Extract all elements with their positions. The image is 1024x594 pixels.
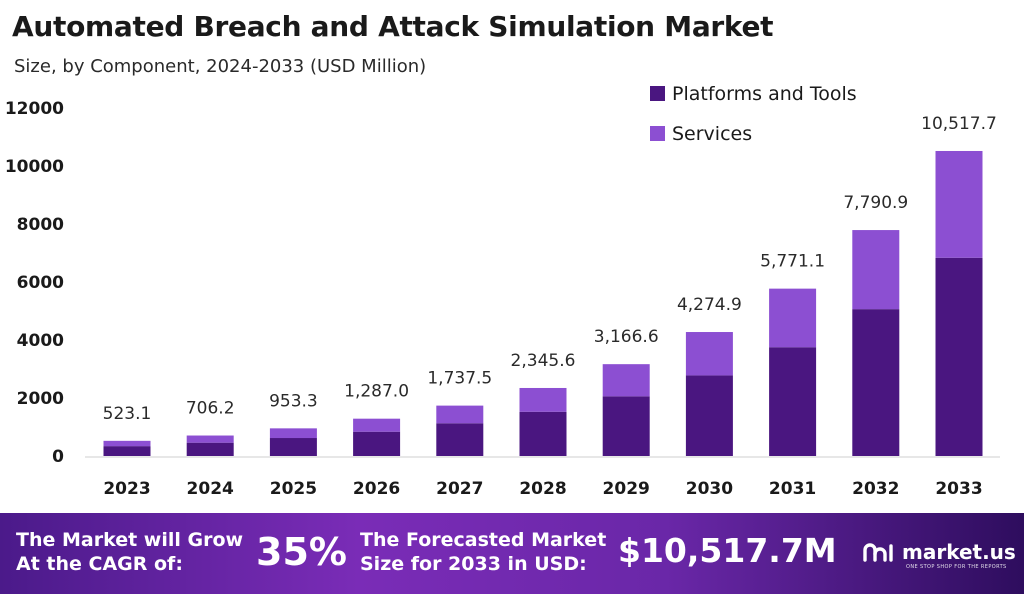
- bar-segment-platforms: [436, 423, 484, 456]
- bar-segment-platforms: [269, 438, 317, 456]
- chart-subtitle: Size, by Component, 2024-2033 (USD Milli…: [14, 56, 427, 77]
- bar-total-label: 2,345.6: [511, 351, 576, 371]
- y-tick-label: 6000: [17, 273, 64, 293]
- legend-swatch-platforms: [650, 86, 665, 101]
- x-tick-label: 2030: [686, 479, 733, 499]
- bar-total-label: 7,790.9: [843, 193, 908, 213]
- x-tick-label: 2031: [769, 479, 816, 499]
- bar-total-label: 10,517.7: [921, 114, 997, 134]
- bar-segment-services: [519, 387, 567, 412]
- brand-tagline: ONE STOP SHOP FOR THE REPORTS: [906, 564, 1007, 570]
- bar-total-label: 1,287.0: [344, 382, 409, 402]
- bar-total-label: 706.2: [186, 399, 235, 419]
- y-tick-label: 4000: [17, 331, 64, 351]
- x-tick-label: 2026: [353, 479, 400, 499]
- y-tick-label: 8000: [17, 215, 64, 235]
- forecast-label-line2: Size for 2033 in USD:: [360, 553, 587, 575]
- bar-segment-platforms: [103, 446, 151, 456]
- x-tick-label: 2025: [270, 479, 317, 499]
- legend-swatch-services: [650, 126, 665, 141]
- cagr-value: 35%: [256, 530, 347, 574]
- bar-segment-platforms: [852, 309, 900, 456]
- x-tick-label: 2024: [187, 479, 234, 499]
- bar-total-label: 5,771.1: [760, 252, 825, 272]
- legend-label: Platforms and Tools: [672, 83, 857, 105]
- bar-segment-services: [769, 288, 817, 348]
- market-us-logo-icon: [863, 543, 893, 562]
- bar-segment-services: [103, 440, 151, 447]
- bar-segment-platforms: [353, 431, 401, 456]
- bar-segment-services: [436, 405, 484, 424]
- chart-title: Automated Breach and Attack Simulation M…: [12, 10, 774, 43]
- forecast-label-line1: The Forecasted Market: [360, 529, 607, 551]
- bar-segment-platforms: [519, 411, 567, 456]
- y-tick-label: 0: [52, 447, 64, 467]
- bar-segment-services: [602, 364, 650, 397]
- y-tick-label: 10000: [5, 157, 64, 177]
- brand-name: market.us: [902, 540, 1016, 564]
- bar-total-label: 3,166.6: [594, 327, 659, 347]
- bar-total-label: 523.1: [103, 404, 152, 424]
- bar-segment-platforms: [685, 375, 733, 456]
- bar-segment-services: [852, 230, 900, 310]
- cagr-label-line1: The Market will Grow: [16, 529, 244, 551]
- bar-total-label: 953.3: [269, 391, 318, 411]
- bar-total-label: 1,737.5: [427, 369, 492, 389]
- x-tick-label: 2028: [519, 479, 566, 499]
- x-tick-label: 2032: [852, 479, 899, 499]
- bar-segment-services: [186, 435, 234, 443]
- stacked-bar-chart: 0 2000 4000 6000 8000 10000 12000 523.1 2023 706.…: [5, 83, 1000, 499]
- x-tick-label: 2029: [603, 479, 650, 499]
- bar-segment-services: [269, 428, 317, 439]
- bar-segment-platforms: [935, 257, 983, 456]
- bar-total-label: 4,274.9: [677, 295, 742, 315]
- bar-segment-platforms: [769, 347, 817, 456]
- cagr-label: The Market will Grow At the CAGR of:: [16, 528, 243, 576]
- bar-segment-services: [685, 332, 733, 376]
- bar-segment-services: [935, 150, 983, 258]
- y-tick-label: 12000: [5, 99, 64, 119]
- bar-segment-platforms: [602, 396, 650, 456]
- forecast-value: $10,517.7M: [618, 531, 837, 570]
- forecast-label: The Forecasted Market Size for 2033 in U…: [360, 528, 606, 576]
- y-tick-label: 2000: [17, 389, 64, 409]
- legend-label: Services: [672, 123, 752, 145]
- x-tick-label: 2023: [103, 479, 150, 499]
- brand-logo: market.us: [862, 540, 1016, 564]
- cagr-label-line2: At the CAGR of:: [16, 553, 183, 575]
- bar-segment-services: [353, 418, 401, 432]
- bar-segment-platforms: [186, 442, 234, 456]
- x-tick-label: 2033: [935, 479, 982, 499]
- x-tick-label: 2027: [436, 479, 483, 499]
- summary-banner: The Market will Grow At the CAGR of: 35%…: [0, 513, 1024, 594]
